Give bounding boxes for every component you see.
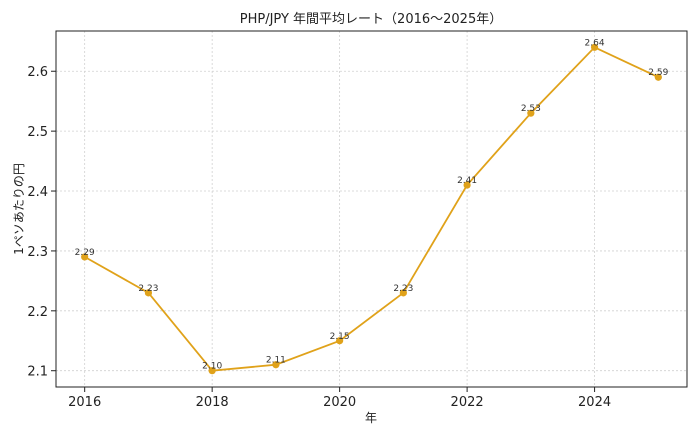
data-label: 2.23 (138, 284, 158, 294)
x-tick-label: 2024 (578, 395, 611, 410)
data-label: 2.59 (648, 68, 668, 78)
data-label: 2.15 (330, 332, 350, 342)
x-tick-label: 2020 (323, 395, 356, 410)
x-tick-label: 2018 (196, 395, 229, 410)
data-label: 2.23 (393, 284, 413, 294)
data-point (654, 73, 662, 81)
series-line (84, 46, 659, 372)
data-point (527, 109, 535, 117)
x-tick-label: 2016 (68, 395, 101, 410)
series-php-jpy (81, 43, 662, 375)
x-axis-label: 年 (365, 411, 377, 425)
data-point (590, 43, 599, 51)
grid (56, 31, 687, 387)
y-tick-label: 2.1 (27, 365, 48, 380)
data-label: 2.11 (266, 356, 286, 366)
plot-frame (55, 30, 688, 388)
y-tick-label: 2.3 (27, 245, 48, 260)
data-label: 2.53 (521, 104, 541, 114)
data-point (81, 253, 89, 261)
x-tick-label: 2022 (451, 395, 484, 410)
data-label: 2.41 (457, 176, 477, 186)
chart-title: PHP/JPY 年間平均レート（2016〜2025年） (240, 12, 502, 27)
data-point (336, 337, 344, 345)
y-axis-ticks: 2.1 2.2 2.3 2.4 2.5 2.6 (27, 65, 56, 380)
y-axis-label: 1ペソあたりの円 (12, 163, 26, 255)
data-point (463, 181, 471, 189)
axes (55, 30, 688, 388)
x-axis-ticks: 2016 2018 2020 2022 2024 (68, 387, 611, 410)
y-tick-label: 2.6 (27, 65, 48, 80)
data-point (208, 367, 216, 375)
data-point (399, 289, 407, 297)
data-label: 2.29 (75, 248, 95, 258)
data-point (272, 361, 280, 369)
y-tick-label: 2.2 (27, 305, 48, 320)
data-label: 2.64 (585, 38, 605, 48)
data-point (144, 289, 153, 297)
y-tick-label: 2.5 (27, 125, 48, 140)
data-label: 2.10 (202, 362, 222, 372)
y-tick-label: 2.4 (27, 185, 48, 200)
data-labels: 2.29 2.23 2.10 2.11 2.15 2.23 2.41 2.53 2.64 2.59 (75, 38, 669, 371)
